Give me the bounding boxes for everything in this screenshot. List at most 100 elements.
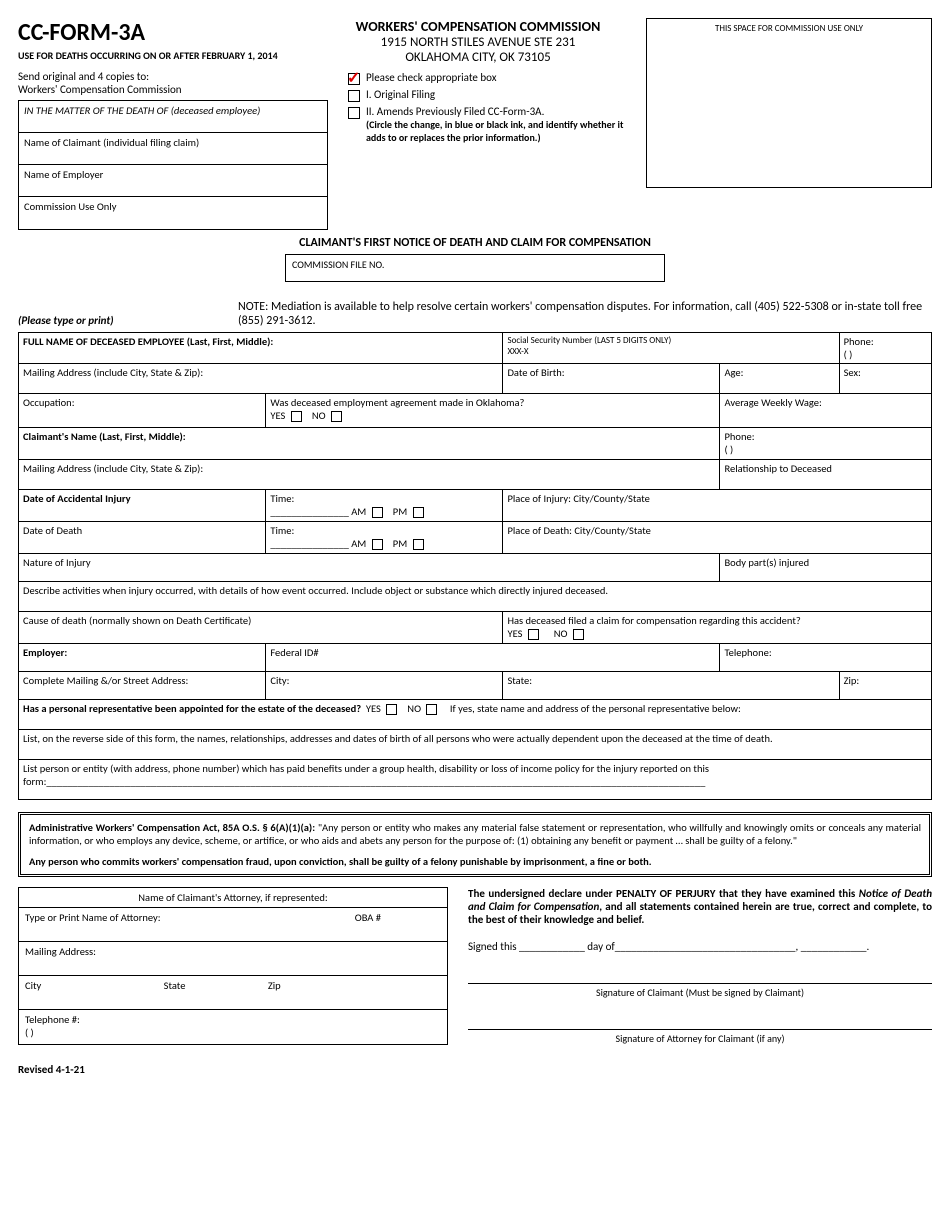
signature-attorney[interactable]: Signature of Attorney for Claimant (if a…	[468, 1029, 932, 1045]
mailing-label[interactable]: Mailing Address (include City, State & Z…	[23, 366, 203, 379]
option-original-filing[interactable]: I. Original Filing	[348, 88, 628, 102]
attorney-csz-row[interactable]: City State Zip	[19, 976, 447, 1010]
nature-label[interactable]: Nature of Injury	[23, 556, 91, 569]
send-to: Send original and 4 copies to: Workers' …	[18, 70, 328, 96]
attorney-mailing-row[interactable]: Mailing Address:	[19, 942, 447, 976]
attorney-name-row[interactable]: Type or Print Name of Attorney: OBA #	[19, 908, 447, 942]
revised-date: Revised 4-1-21	[18, 1063, 932, 1076]
checkbox-icon[interactable]	[426, 704, 437, 715]
oba-label: OBA #	[355, 911, 381, 924]
file-no-label: COMMISSION FILE NO.	[292, 258, 384, 271]
commission-file-no[interactable]: COMMISSION FILE NO.	[285, 254, 665, 282]
state-label: State	[164, 979, 186, 992]
check-prompt-text: Please check appropriate box	[366, 71, 497, 84]
attorney-box: Name of Claimant's Attorney, if represen…	[18, 887, 448, 1045]
checkbox-icon[interactable]	[348, 107, 360, 119]
form-code: CC-FORM-3A	[18, 18, 328, 47]
header-middle: WORKERS' COMPENSATION COMMISSION 1915 NO…	[328, 18, 628, 230]
option2-text: II. Amends Previously Filed CC-Form-3A.	[366, 105, 544, 118]
avg-wage-label[interactable]: Average Weekly Wage:	[724, 396, 821, 409]
time-label: Time:	[270, 524, 294, 537]
checkbox-icon[interactable]	[528, 629, 539, 640]
box-employer-name[interactable]: Name of Employer	[19, 165, 327, 197]
signed-line[interactable]: Signed this ____________ day of_________…	[468, 940, 932, 953]
pm-label: PM	[393, 505, 407, 518]
left-boxes: IN THE MATTER OF THE DEATH OF (deceased …	[18, 100, 328, 230]
sex-label[interactable]: Sex:	[844, 366, 861, 379]
occupation-label[interactable]: Occupation:	[23, 396, 75, 409]
commission-use-space: THIS SPACE FOR COMMISSION USE ONLY	[646, 18, 932, 188]
checkbox-icon[interactable]	[291, 411, 302, 422]
yes-label: YES	[366, 702, 381, 715]
send-to-line1: Send original and 4 copies to:	[18, 70, 328, 83]
yes-label: YES	[507, 627, 522, 640]
am-label: AM	[351, 505, 366, 518]
option-amends[interactable]: II. Amends Previously Filed CC-Form-3A. …	[348, 105, 628, 144]
address-line2: OKLAHOMA CITY, OK 73105	[328, 50, 628, 65]
date-injury-label[interactable]: Date of Accidental Injury	[23, 492, 131, 505]
checkbox-icon[interactable]	[372, 507, 383, 518]
city-label[interactable]: City:	[270, 674, 289, 687]
fedid-label[interactable]: Federal ID#	[270, 646, 318, 659]
city-label: City	[25, 979, 41, 992]
telephone-label[interactable]: Telephone:	[724, 646, 771, 659]
space-label: THIS SPACE FOR COMMISSION USE ONLY	[715, 23, 863, 34]
attorney-mailing-label: Mailing Address:	[25, 945, 96, 958]
attorney-phone-paren: ( )	[25, 1026, 34, 1039]
relationship-label[interactable]: Relationship to Deceased	[724, 462, 831, 475]
state-label[interactable]: State:	[507, 674, 532, 687]
checkbox-icon[interactable]	[386, 704, 397, 715]
send-to-line2: Workers' Compensation Commission	[18, 83, 328, 96]
checkbox-icon[interactable]	[413, 507, 424, 518]
option2-detail: (Circle the change, in blue or black ink…	[366, 118, 623, 144]
am-label: AM	[351, 537, 366, 550]
address-line1: 1915 NORTH STILES AVENUE STE 231	[328, 35, 628, 50]
checkbox-icon[interactable]	[331, 411, 342, 422]
bottom-section: Name of Claimant's Attorney, if represen…	[18, 887, 932, 1045]
box-claimant-name[interactable]: Name of Claimant (individual filing clai…	[19, 133, 327, 165]
yes-label: YES	[270, 409, 285, 422]
mailing-label[interactable]: Mailing Address (include City, State & Z…	[23, 462, 203, 475]
attorney-phone-row[interactable]: Telephone #: ( )	[19, 1010, 447, 1044]
phone-paren[interactable]: ( )	[724, 443, 733, 456]
checkbox-icon[interactable]	[413, 539, 424, 550]
list-reverse: List, on the reverse side of this form, …	[23, 732, 773, 745]
ssn-prefix: XXX-X	[507, 346, 528, 357]
no-label: NO	[407, 702, 421, 715]
attorney-phone-label: Telephone #:	[25, 1013, 80, 1026]
place-death-label[interactable]: Place of Death: City/County/State	[507, 524, 650, 537]
checkbox-icon[interactable]	[372, 539, 383, 550]
warning-box: Administrative Workers' Compensation Act…	[18, 812, 932, 877]
personal-rep-label: Has a personal representative been appoi…	[23, 702, 361, 715]
main-form-table: FULL NAME OF DECEASED EMPLOYEE (Last, Fi…	[18, 332, 932, 800]
date-death-label[interactable]: Date of Death	[23, 524, 82, 537]
complete-mail-label[interactable]: Complete Mailing &/or Street Address:	[23, 674, 188, 687]
type-print-instruction: (Please type or print)	[18, 300, 238, 328]
dob-label[interactable]: Date of Birth:	[507, 366, 564, 379]
place-injury-label[interactable]: Place of Injury: City/County/State	[507, 492, 649, 505]
list-entity[interactable]: List person or entity (with address, pho…	[23, 762, 709, 788]
phone-paren[interactable]: ( )	[844, 348, 853, 361]
employer-label[interactable]: Employer:	[23, 646, 67, 659]
attorney-name-label: Type or Print Name of Attorney:	[25, 911, 161, 924]
describe-label[interactable]: Describe activities when injury occurred…	[23, 584, 608, 597]
warning-bold: Any person who commits workers' compensa…	[29, 855, 921, 868]
check-icon	[348, 73, 360, 85]
emp-agreement-label: Was deceased employment agreement made i…	[270, 396, 524, 409]
pm-label: PM	[393, 537, 407, 550]
claimant-name-label[interactable]: Claimant's Name (Last, First, Middle):	[23, 430, 186, 443]
attorney-header: Name of Claimant's Attorney, if represen…	[19, 888, 447, 908]
cause-label[interactable]: Cause of death (normally shown on Death …	[23, 614, 251, 627]
filed-claim-label: Has deceased filed a claim for compensat…	[507, 614, 800, 627]
checkbox-icon[interactable]	[348, 90, 360, 102]
warning-act: Administrative Workers' Compensation Act…	[29, 821, 315, 834]
age-label[interactable]: Age:	[724, 366, 743, 379]
signature-claimant[interactable]: Signature of Claimant (Must be signed by…	[468, 983, 932, 999]
time-label: Time:	[270, 492, 294, 505]
no-label: NO	[312, 409, 326, 422]
zip-label[interactable]: Zip:	[844, 674, 860, 687]
body-parts-label[interactable]: Body part(s) injured	[724, 556, 809, 569]
header-left: CC-FORM-3A USE FOR DEATHS OCCURRING ON O…	[18, 18, 328, 230]
checkbox-icon[interactable]	[573, 629, 584, 640]
box-matter[interactable]: IN THE MATTER OF THE DEATH OF (deceased …	[19, 101, 327, 133]
